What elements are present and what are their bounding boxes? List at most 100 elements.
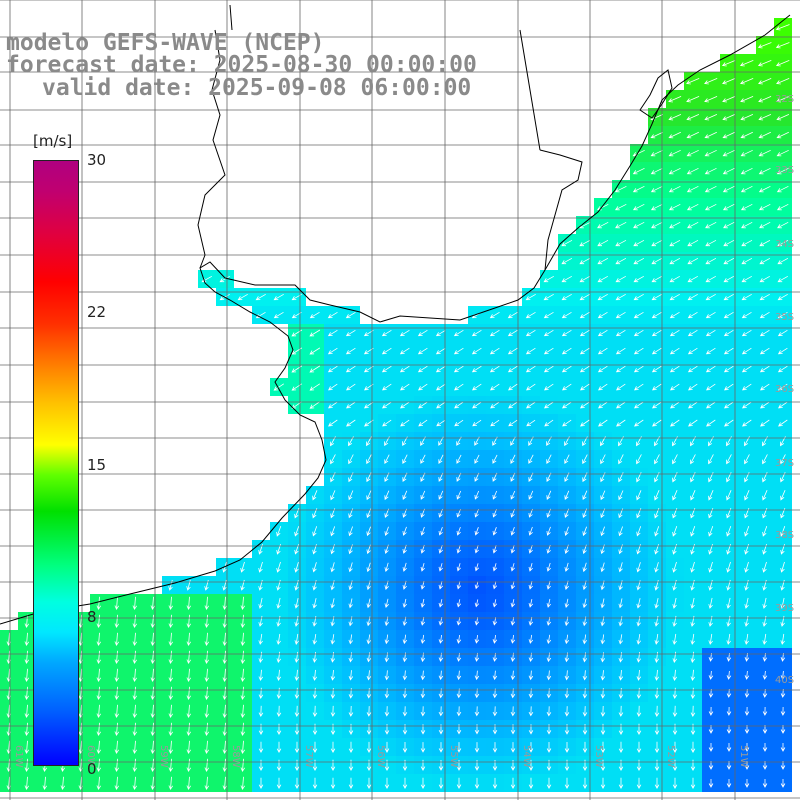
wind-arrow — [492, 706, 498, 717]
wind-arrow — [312, 526, 318, 537]
wind-arrow — [240, 668, 246, 683]
wind-arrow — [309, 401, 321, 409]
wind-arrow — [744, 525, 750, 537]
wind-arrow — [492, 742, 498, 753]
wind-arrow — [453, 347, 464, 355]
wind-arrow — [150, 704, 156, 719]
wind-arrow — [615, 257, 627, 265]
wind-arrow — [758, 167, 771, 175]
wind-arrow — [741, 275, 752, 283]
wind-arrow — [744, 597, 749, 609]
wind-arrow — [615, 275, 626, 283]
wind-arrow — [258, 633, 263, 645]
wind-arrow — [618, 598, 623, 609]
wind-arrow — [150, 758, 156, 773]
wind-arrow — [726, 633, 731, 645]
wind-arrow — [634, 401, 644, 409]
wind-arrow — [436, 401, 446, 409]
wind-arrow — [96, 758, 102, 773]
wind-arrow — [489, 329, 500, 337]
wind-arrow — [705, 275, 716, 283]
wind-arrow — [690, 454, 696, 465]
wind-arrow — [650, 185, 663, 193]
wind-arrow — [564, 598, 570, 609]
wind-arrow — [690, 687, 696, 700]
wind-arrow — [780, 490, 786, 501]
wind-arrow — [345, 347, 356, 355]
wind-arrow — [580, 401, 590, 409]
wind-arrow — [273, 383, 285, 391]
wind-arrow — [345, 365, 356, 373]
wind-arrow — [636, 759, 642, 772]
wind-arrow — [723, 239, 735, 247]
wind-arrow — [760, 383, 770, 391]
wind-arrow — [760, 419, 770, 427]
wind-arrow — [758, 149, 771, 157]
wind-arrow — [474, 617, 480, 626]
wind-arrow — [312, 490, 318, 501]
wind-arrow — [687, 239, 699, 247]
wind-arrow — [652, 419, 662, 427]
wind-arrow — [510, 599, 516, 608]
wind-arrow — [528, 490, 534, 500]
wind-arrow — [330, 705, 336, 717]
wind-arrow — [525, 401, 536, 409]
wind-arrow — [330, 723, 336, 736]
wind-arrow — [402, 490, 408, 500]
wind-arrow — [402, 598, 408, 608]
wind-arrow — [438, 634, 444, 644]
wind-arrow — [757, 60, 772, 67]
wind-arrow — [690, 723, 696, 736]
wind-arrow — [705, 221, 717, 229]
wind-arrow — [776, 114, 790, 121]
wind-arrow — [776, 167, 789, 175]
wind-arrow — [668, 114, 682, 121]
wind-arrow — [614, 185, 627, 193]
wind-arrow — [438, 777, 444, 790]
wind-arrow — [150, 722, 156, 737]
wind-arrow — [780, 633, 785, 645]
wind-arrow — [114, 776, 120, 791]
longitude-label: 53W — [593, 745, 604, 768]
wind-arrow — [776, 149, 789, 157]
wind-arrow — [168, 758, 174, 773]
wind-arrow — [668, 185, 681, 193]
wind-arrow — [384, 490, 390, 501]
wind-arrow — [492, 599, 498, 608]
wind-arrow — [561, 239, 573, 247]
wind-arrow — [420, 777, 426, 790]
wind-arrow — [636, 777, 642, 790]
wind-arrow — [651, 221, 663, 229]
wind-arrow — [600, 777, 606, 790]
wind-arrow — [780, 670, 786, 680]
wind-arrow — [114, 632, 120, 647]
wind-arrow — [654, 562, 659, 573]
wind-arrow — [528, 454, 534, 464]
wind-arrow — [330, 670, 336, 681]
wind-arrow — [636, 562, 641, 573]
wind-arrow — [740, 131, 753, 139]
wind-arrow — [399, 347, 410, 355]
wind-arrow — [704, 167, 717, 175]
wind-arrow — [741, 329, 752, 337]
wind-arrow — [618, 705, 624, 717]
wind-arrow — [510, 490, 516, 500]
wind-arrow — [582, 490, 588, 501]
wind-arrow — [759, 221, 771, 229]
wind-arrow — [204, 776, 210, 791]
wind-arrow — [579, 347, 590, 355]
wind-arrow — [219, 275, 230, 283]
wind-arrow — [186, 596, 192, 611]
wind-arrow — [598, 401, 608, 409]
wind-arrow — [705, 311, 716, 319]
wind-arrow — [634, 383, 644, 391]
wind-arrow — [276, 633, 281, 645]
wind-arrow — [24, 722, 30, 737]
wind-arrow — [312, 562, 317, 573]
wind-arrow — [597, 239, 609, 247]
wind-arrow — [561, 365, 572, 373]
wind-arrow — [546, 742, 552, 753]
wind-arrow — [723, 311, 734, 319]
wind-arrow — [402, 742, 408, 753]
